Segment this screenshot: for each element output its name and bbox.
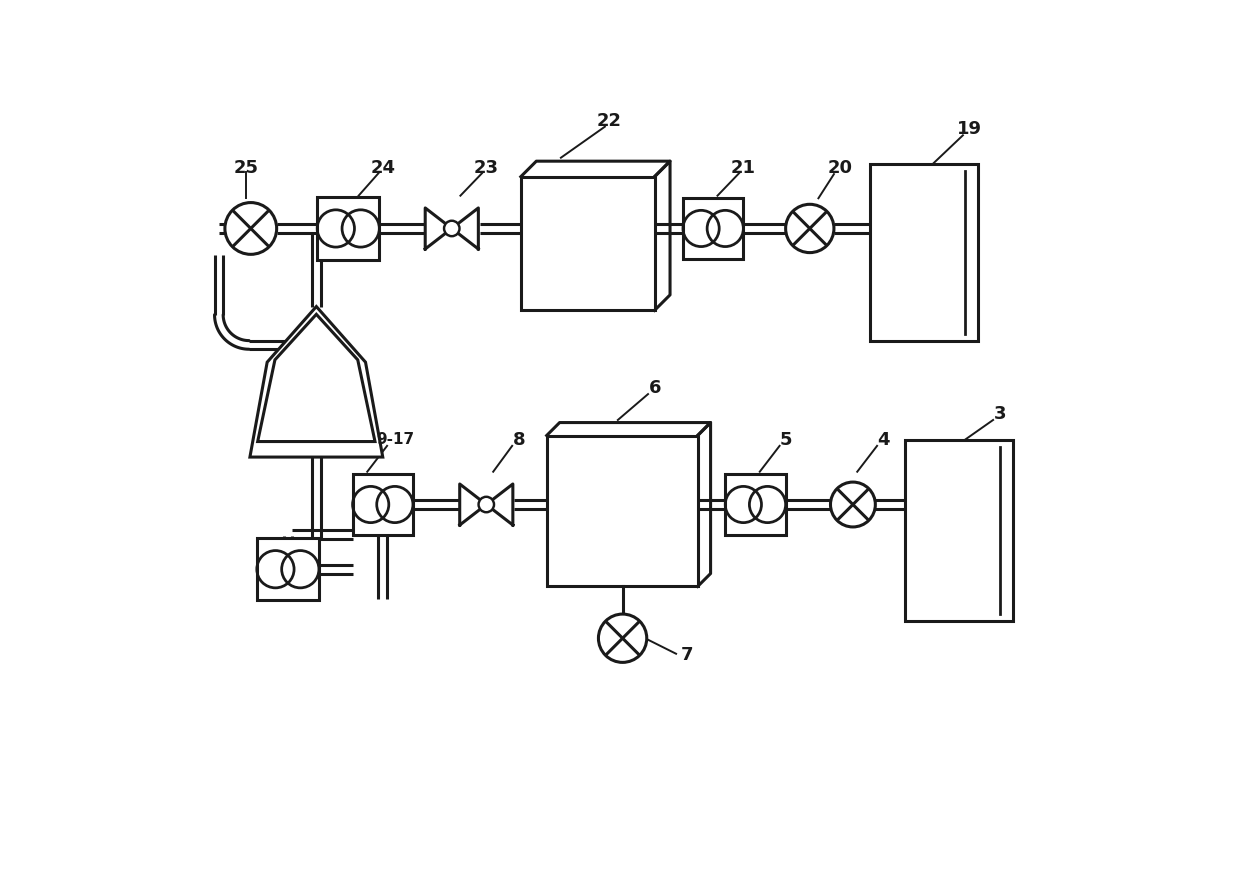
Bar <box>352 475 413 535</box>
Bar <box>683 199 743 259</box>
Text: 23: 23 <box>474 159 498 177</box>
Circle shape <box>479 496 494 512</box>
Bar <box>905 440 1013 621</box>
Polygon shape <box>250 307 383 457</box>
Text: 22: 22 <box>596 111 621 130</box>
Circle shape <box>599 614 647 662</box>
Circle shape <box>224 203 277 254</box>
Bar <box>257 538 319 600</box>
Bar <box>521 177 655 310</box>
Text: 21: 21 <box>730 159 756 177</box>
Text: 4: 4 <box>877 431 889 449</box>
Polygon shape <box>451 208 479 249</box>
Text: 8: 8 <box>513 431 526 449</box>
Text: 25: 25 <box>234 159 259 177</box>
Bar <box>870 164 978 341</box>
Bar <box>317 198 379 260</box>
Text: 6: 6 <box>649 379 661 397</box>
Text: 7: 7 <box>681 646 693 665</box>
Polygon shape <box>460 484 486 525</box>
Text: 3: 3 <box>993 405 1006 423</box>
Text: 9-17: 9-17 <box>377 432 414 448</box>
Circle shape <box>444 220 460 236</box>
Bar <box>725 475 786 535</box>
Polygon shape <box>486 484 513 525</box>
Text: 19: 19 <box>956 120 981 138</box>
Text: 20: 20 <box>827 159 852 177</box>
Polygon shape <box>425 208 451 249</box>
Circle shape <box>786 205 835 253</box>
Text: 5: 5 <box>780 431 792 449</box>
Circle shape <box>831 482 875 527</box>
Text: 24: 24 <box>371 159 396 177</box>
Bar <box>547 436 698 586</box>
